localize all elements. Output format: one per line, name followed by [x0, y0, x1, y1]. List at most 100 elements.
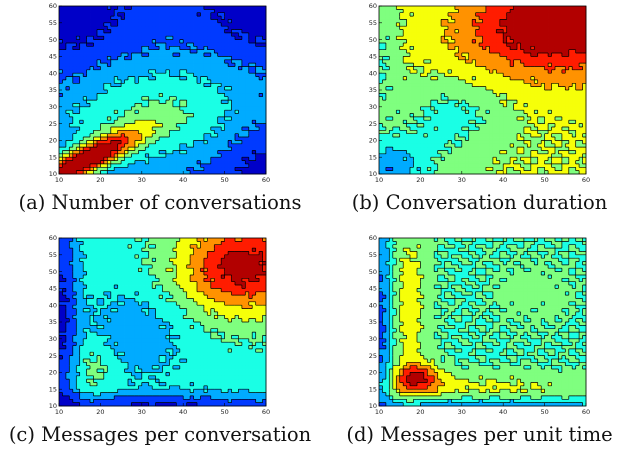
contour-cell: [100, 46, 105, 51]
contour-cell: [544, 100, 549, 104]
contour-cell: [148, 12, 153, 17]
contour-cell: [238, 9, 243, 14]
contour-cell: [72, 59, 77, 64]
contour-cell: [141, 63, 146, 67]
contour-cell: [210, 73, 215, 77]
contour-cell: [76, 39, 81, 44]
contour-cell: [575, 49, 580, 54]
contour-cell: [86, 36, 91, 40]
contour-cell: [492, 83, 497, 88]
contour-cell: [65, 16, 70, 20]
contour-cell: [228, 123, 232, 128]
contour-cell: [176, 143, 181, 148]
contour-cell: [379, 90, 383, 94]
contour-cell: [231, 19, 236, 24]
contour-cell: [176, 39, 181, 44]
contour-cell: [568, 56, 573, 61]
contour-cell: [406, 39, 411, 44]
contour-cell: [214, 29, 219, 34]
contour-cell: [527, 103, 532, 108]
contour-cell: [461, 22, 466, 27]
contour-cell: [141, 120, 146, 124]
contour-cell: [124, 147, 129, 151]
contour-cell: [489, 36, 494, 40]
contour-cell: [107, 86, 112, 91]
contour-cell: [207, 170, 212, 175]
contour-cell: [217, 56, 222, 61]
contour-cell: [231, 103, 236, 108]
contour-cell: [203, 53, 208, 57]
contour-cell: [475, 86, 480, 91]
contour-cell: [389, 113, 394, 118]
contour-cell: [83, 143, 87, 148]
contour-cell: [214, 147, 219, 151]
y-tick-label: 35: [49, 86, 57, 94]
contour-cell: [128, 32, 132, 37]
contour-cell: [496, 9, 501, 14]
contour-cell: [197, 86, 201, 91]
contour-cell: [238, 123, 243, 128]
contour-cell: [121, 6, 125, 10]
contour-cell: [520, 66, 525, 71]
contour-cell: [389, 93, 394, 98]
contour-cell: [110, 66, 115, 71]
contour-cell: [248, 157, 253, 161]
contour-cell: [530, 16, 535, 20]
contour-cell: [207, 143, 212, 148]
contour-cell: [389, 16, 394, 20]
contour-cell: [134, 96, 139, 101]
contour-cell: [224, 106, 229, 111]
contour-cell: [100, 100, 105, 104]
contour-cell: [214, 100, 219, 104]
contour-cell: [169, 110, 174, 114]
contour-cell: [248, 137, 253, 141]
contour-cell: [527, 56, 532, 61]
contour-cell: [506, 42, 511, 47]
contour-cell: [221, 26, 225, 30]
contour-cell: [575, 100, 580, 104]
contour-cell: [93, 86, 98, 91]
contour-cell: [259, 53, 263, 57]
contour-cell: [255, 143, 260, 148]
contour-cell: [69, 22, 74, 27]
contour-cell: [221, 100, 225, 104]
contour-cell: [59, 133, 63, 138]
contour-cell: [76, 120, 81, 124]
contour-cell: [485, 6, 490, 10]
contour-cell: [128, 49, 132, 54]
contour-cell: [176, 36, 181, 40]
contour-cell: [523, 56, 528, 61]
contour-cell: [485, 93, 490, 98]
contour-cell: [523, 22, 528, 27]
contour-cell: [203, 160, 208, 165]
contour-cell: [513, 79, 518, 84]
contour-cell: [65, 39, 70, 44]
contour-cell: [465, 73, 470, 77]
contour-cell: [86, 90, 91, 94]
contour-cell: [561, 6, 566, 10]
contour-cell: [513, 103, 518, 108]
contour-cell: [461, 103, 466, 108]
contour-cell: [128, 100, 132, 104]
contour-cell: [482, 32, 487, 37]
contour-cell: [420, 9, 425, 14]
contour-cell: [523, 49, 528, 54]
contour-cell: [541, 22, 545, 27]
contour-cell: [434, 46, 439, 51]
contour-cell: [554, 53, 559, 57]
contour-cell: [548, 66, 552, 71]
contour-cell: [96, 123, 101, 128]
contour-cell: [444, 53, 449, 57]
contour-cell: [517, 86, 521, 91]
contour-cell: [245, 126, 250, 131]
contour-cell: [548, 6, 552, 10]
contour-cell: [492, 26, 497, 30]
contour-cell: [434, 96, 439, 101]
contour-cell: [224, 143, 229, 148]
contour-cell: [138, 63, 143, 67]
contour-cell: [465, 100, 470, 104]
contour-cell: [423, 103, 428, 108]
contour-cell: [416, 9, 421, 14]
contour-cell: [165, 140, 170, 145]
contour-cell: [392, 49, 397, 54]
